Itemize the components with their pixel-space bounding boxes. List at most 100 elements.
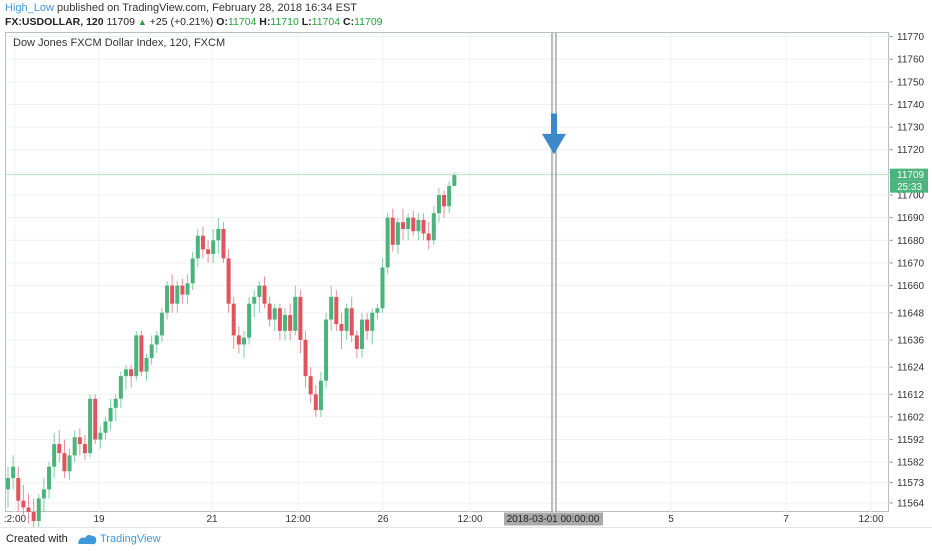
candle-body[interactable] (411, 217, 416, 232)
candle-body[interactable] (118, 376, 123, 399)
candle-body[interactable] (216, 228, 221, 241)
candle-body[interactable] (298, 296, 303, 340)
candle-body[interactable] (329, 296, 334, 320)
tradingview-logo-icon[interactable] (76, 531, 98, 547)
candlestick-chart[interactable]: 11564 11573 11582 11592 11602 11612 11624 11636… (0, 0, 932, 527)
candle-body[interactable] (26, 507, 31, 512)
x-tick-label: 26 (377, 514, 389, 525)
candle-body[interactable] (277, 308, 282, 331)
candle-body[interactable] (390, 217, 395, 245)
y-tick-label: 11720 (897, 145, 925, 156)
candle-body[interactable] (236, 335, 241, 345)
candle-body[interactable] (190, 258, 195, 284)
candle-body[interactable] (144, 358, 149, 372)
candle-body[interactable] (262, 285, 267, 304)
candle-body[interactable] (159, 312, 164, 336)
candle-body[interactable] (123, 369, 128, 377)
candle-body[interactable] (334, 296, 339, 325)
candle-body[interactable] (134, 335, 139, 377)
candle-body[interactable] (257, 285, 262, 297)
candle-body[interactable] (62, 453, 67, 472)
tradingview-brand[interactable]: TradingView (100, 533, 161, 545)
candle-body[interactable] (426, 233, 431, 241)
candle-body[interactable] (247, 303, 252, 338)
candle-body[interactable] (113, 398, 118, 408)
candle-body[interactable] (175, 285, 180, 304)
candle-body[interactable] (416, 219, 421, 232)
candle-body[interactable] (180, 285, 185, 295)
candle-body[interactable] (88, 398, 93, 454)
candle-body[interactable] (354, 335, 359, 349)
candle-body[interactable] (303, 339, 308, 377)
candle-body[interactable] (452, 174, 457, 186)
candle-body[interactable] (11, 466, 16, 479)
candle-body[interactable] (401, 222, 406, 229)
candle-body[interactable] (200, 235, 205, 250)
candle-body[interactable] (267, 303, 272, 320)
candle-body[interactable] (149, 344, 154, 359)
candle-body[interactable] (283, 315, 288, 331)
candle-body[interactable] (421, 219, 426, 234)
candle-body[interactable] (241, 337, 246, 345)
candle-body[interactable] (370, 312, 375, 331)
candle-body[interactable] (365, 319, 370, 331)
candle-body[interactable] (375, 308, 380, 313)
candle-body[interactable] (231, 303, 236, 336)
candle-body[interactable] (31, 512, 36, 522)
candle-body[interactable] (21, 500, 26, 508)
last-price: 11709 (106, 16, 135, 28)
candle-body[interactable] (195, 235, 200, 259)
candle-body[interactable] (442, 195, 447, 207)
x-tick-label: 12:00 (285, 514, 310, 525)
candle-body[interactable] (226, 258, 231, 304)
candle-body[interactable] (57, 444, 62, 454)
candle-body[interactable] (108, 407, 113, 422)
candle-body[interactable] (185, 283, 190, 295)
candle-body[interactable] (344, 308, 349, 331)
candle-body[interactable] (380, 267, 385, 309)
candle-body[interactable] (324, 319, 329, 381)
candle-body[interactable] (93, 398, 98, 440)
candle-body[interactable] (211, 240, 216, 254)
candle-body[interactable] (52, 444, 57, 467)
candle-body[interactable] (72, 437, 77, 456)
candle-body[interactable] (67, 455, 72, 472)
candle-body[interactable] (293, 296, 298, 331)
candle-body[interactable] (98, 432, 103, 440)
candle-body[interactable] (349, 308, 354, 336)
y-tick-label: 11636 (897, 335, 925, 346)
candle-body[interactable] (47, 466, 52, 490)
candle-body[interactable] (41, 489, 46, 499)
published-text: published on TradingView.com, February 2… (53, 2, 358, 14)
candle-body[interactable] (308, 376, 313, 395)
candle-body[interactable] (77, 437, 82, 445)
chart-frame[interactable] (5, 32, 889, 512)
candle-body[interactable] (16, 478, 21, 501)
candle-body[interactable] (406, 217, 411, 229)
candle-body[interactable] (170, 285, 175, 304)
candle-body[interactable] (395, 222, 400, 245)
candle-body[interactable] (436, 195, 441, 214)
author-link[interactable]: High_Low (5, 2, 54, 14)
candle-body[interactable] (139, 335, 144, 372)
candle-body[interactable] (318, 380, 323, 411)
candle-body[interactable] (6, 478, 10, 490)
candle-body[interactable] (385, 217, 390, 268)
candle-body[interactable] (288, 315, 293, 331)
candle-body[interactable] (154, 335, 159, 345)
candle-body[interactable] (431, 213, 436, 241)
candle-body[interactable] (221, 228, 226, 259)
candle-body[interactable] (339, 324, 344, 331)
candle-body[interactable] (206, 249, 211, 254)
low-label: L: (301, 16, 312, 28)
candle-body[interactable] (129, 369, 134, 377)
candle-body[interactable] (36, 498, 41, 522)
candle-body[interactable] (82, 444, 87, 454)
candle-body[interactable] (165, 285, 170, 313)
candle-body[interactable] (313, 394, 318, 411)
candle-body[interactable] (447, 185, 452, 207)
candle-body[interactable] (272, 308, 277, 320)
candle-body[interactable] (359, 319, 364, 349)
candle-body[interactable] (252, 296, 257, 304)
candle-body[interactable] (103, 421, 108, 433)
